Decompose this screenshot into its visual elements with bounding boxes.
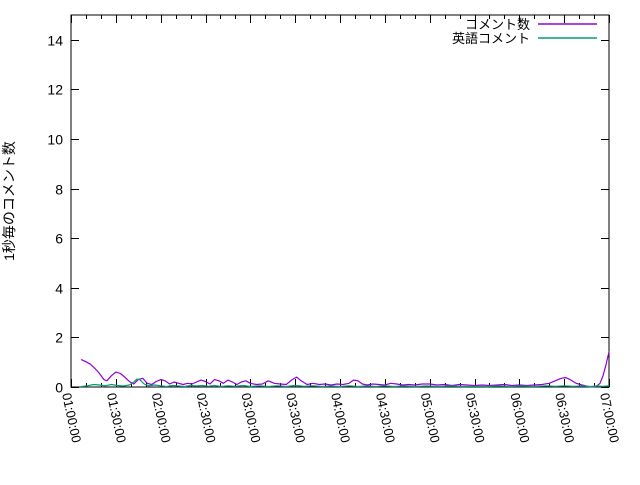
x-tick-label: 04:30:00 — [373, 392, 398, 445]
series-line-1 — [80, 378, 610, 388]
x-tick-label: 02:00:00 — [149, 392, 174, 445]
x-tick-label: 04:00:00 — [328, 392, 353, 445]
series-lines — [80, 351, 610, 388]
x-tick-label: 02:30:00 — [194, 392, 219, 445]
y-tick-label: 14 — [47, 33, 63, 49]
y-tick-label: 12 — [47, 82, 63, 98]
x-tick-label: 05:30:00 — [463, 392, 488, 445]
y-axis-label: 1秒毎のコメント数 — [1, 141, 17, 261]
y-tick-label: 2 — [55, 330, 63, 346]
x-tick-label: 03:00:00 — [238, 392, 263, 445]
axis-ticks: 01:00:00 01:30:00 02:00:00 02:30:00 03:00:00… — [47, 15, 622, 444]
y-tick-label: 8 — [55, 182, 63, 198]
y-tick-label: 4 — [55, 281, 63, 297]
y-tick-label: 0 — [55, 380, 63, 396]
x-tick-label: 07:00:00 — [597, 392, 622, 445]
series-line-0 — [80, 351, 610, 388]
y-tick-label: 6 — [55, 231, 63, 247]
x-tick-label: 03:30:00 — [283, 392, 308, 445]
plot-border — [70, 14, 610, 388]
x-tick-label: 05:00:00 — [418, 392, 443, 445]
y-tick-label: 10 — [47, 132, 63, 148]
x-tick-label: 06:00:00 — [507, 392, 532, 445]
legend-label-1: 英語コメント — [452, 31, 530, 46]
x-tick-label: 01:00:00 — [59, 392, 84, 445]
legend-label-0: コメント数 — [465, 17, 530, 32]
x-tick-label: 06:30:00 — [552, 392, 577, 445]
x-tick-label: 01:30:00 — [104, 392, 129, 445]
